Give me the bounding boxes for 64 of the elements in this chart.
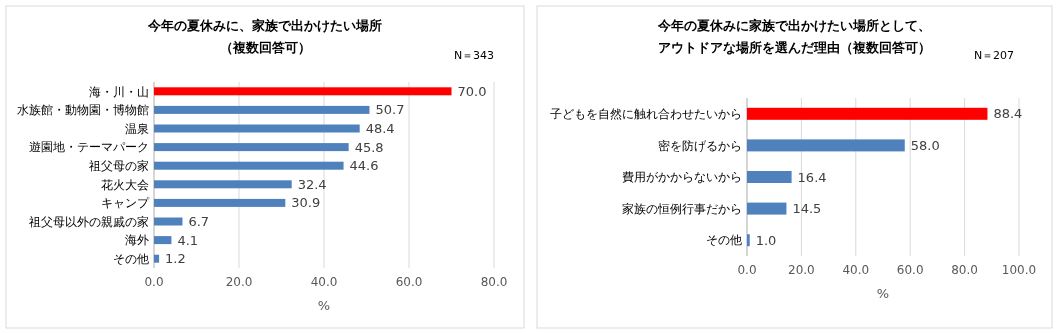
bar [154,180,292,189]
x-axis-title: % [317,298,331,313]
data-label: 88.4 [993,106,1023,122]
data-label: 4.1 [177,232,199,248]
bar [747,171,792,183]
x-tick-label: 100.0 [1001,263,1037,277]
x-tick-label: 80.0 [951,263,978,277]
y-tick-label: その他 [706,233,742,248]
data-label: 6.7 [188,214,210,230]
bar [154,161,344,170]
bar [154,105,370,114]
x-tick-label: 60.0 [896,263,924,277]
bar [154,217,183,226]
data-label: 32.4 [297,176,327,192]
data-label: 44.6 [349,158,379,174]
y-tick-label: 水族館・動物園・博物館 [17,103,149,118]
text: N＝207 [973,49,1015,62]
x-tick-label: 80.0 [480,275,508,289]
bar [747,202,787,215]
text: N＝343 [453,49,495,62]
y-tick-label: その他 [113,251,149,266]
data-label: 70.0 [457,83,487,99]
y-tick-label: 花火大会 [101,177,149,192]
y-tick-label: 子どもを自然に触れ合わせたいから [550,107,742,121]
x-tick-label: 0.0 [144,275,164,289]
data-label: 58.0 [910,137,940,153]
bar [747,139,905,152]
y-tick-label: 家族の恒例行事だから [622,201,742,216]
bar [154,254,160,263]
y-tick-label: 海外 [125,233,149,248]
chart-title: 今年の夏休みに家族で出かけたい場所として、 [657,18,931,33]
data-label: 1.2 [165,251,186,267]
bar [154,236,172,245]
y-tick-label: 海・川・山 [89,84,149,99]
x-tick-label: 0.0 [737,263,757,277]
bar [154,198,286,207]
bar [154,124,360,133]
chart-subtitle: アウトドアな場所を選んだ理由（複数回答可） [658,40,931,55]
x-tick-label: 40.0 [310,275,338,289]
x-tick-label: 40.0 [842,263,870,277]
data-label: 48.4 [365,121,395,137]
data-label: 1.0 [755,232,777,248]
x-axis-title: % [876,286,890,301]
chart-title: 今年の夏休みに、家族で出かけたい場所 [147,18,382,33]
data-label: 14.5 [792,201,822,217]
y-tick-label: 温泉 [125,121,149,136]
y-tick-label: 費用がかからないから [622,170,742,185]
x-tick-label: 20.0 [788,263,815,277]
x-tick-label: 60.0 [395,275,423,289]
data-label: 50.7 [375,102,405,118]
y-tick-label: 祖父母の家 [89,158,149,173]
bar [747,234,750,247]
y-tick-label: キャンプ [101,196,150,211]
chart-subtitle: （複数回答可） [219,40,311,55]
bar [154,87,452,96]
data-label: 16.4 [797,169,827,185]
bar [154,143,349,152]
data-label: 45.8 [354,139,384,155]
x-tick-label: 20.0 [225,275,253,289]
y-tick-label: 祖父母以外の親戚の家 [29,214,149,229]
y-tick-label: 遊園地・テーマパーク [29,140,149,155]
bar [747,107,988,120]
y-tick-label: 密を防げるから [658,138,742,153]
data-label: 30.9 [291,195,321,211]
